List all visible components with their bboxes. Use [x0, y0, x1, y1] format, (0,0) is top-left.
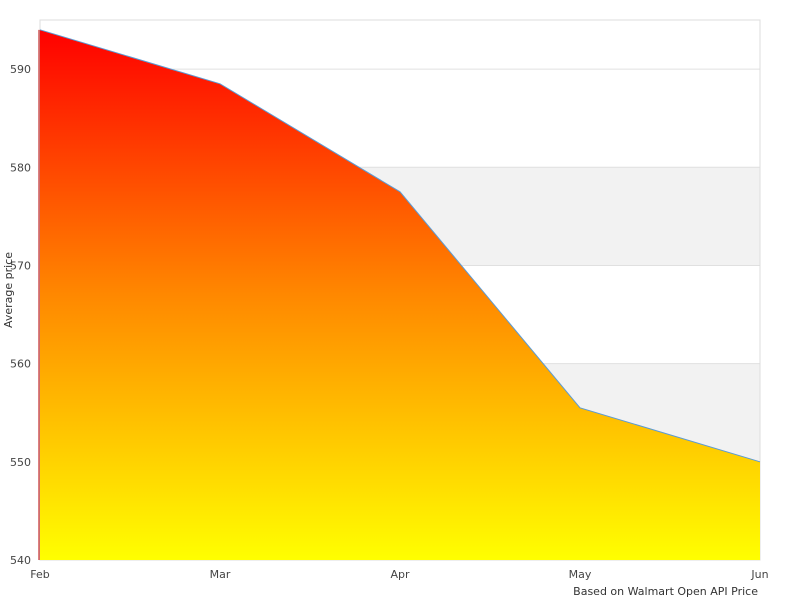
y-tick-label: 570: [10, 259, 31, 272]
y-tick-label: 540: [10, 554, 31, 567]
series-area: [38, 29, 761, 561]
x-tick-label: Mar: [210, 568, 231, 581]
y-tick-label: 580: [10, 161, 31, 174]
credit-label[interactable]: Based on Walmart Open API Price: [573, 585, 758, 598]
y-tick-label: 590: [10, 63, 31, 76]
x-axis-ticks: Feb Mar Apr May Jun: [30, 568, 768, 581]
x-tick-label: Feb: [30, 568, 49, 581]
area-fill: [40, 29, 760, 561]
x-tick-label: Apr: [390, 568, 410, 581]
x-tick-label: May: [569, 568, 592, 581]
y-tick-label: 550: [10, 456, 31, 469]
x-tick-label: Jun: [750, 568, 768, 581]
y-axis-ticks: 540 550 560 570 580 590: [10, 63, 31, 567]
y-tick-label: 560: [10, 358, 31, 371]
y-axis-title: Average price: [2, 252, 15, 328]
